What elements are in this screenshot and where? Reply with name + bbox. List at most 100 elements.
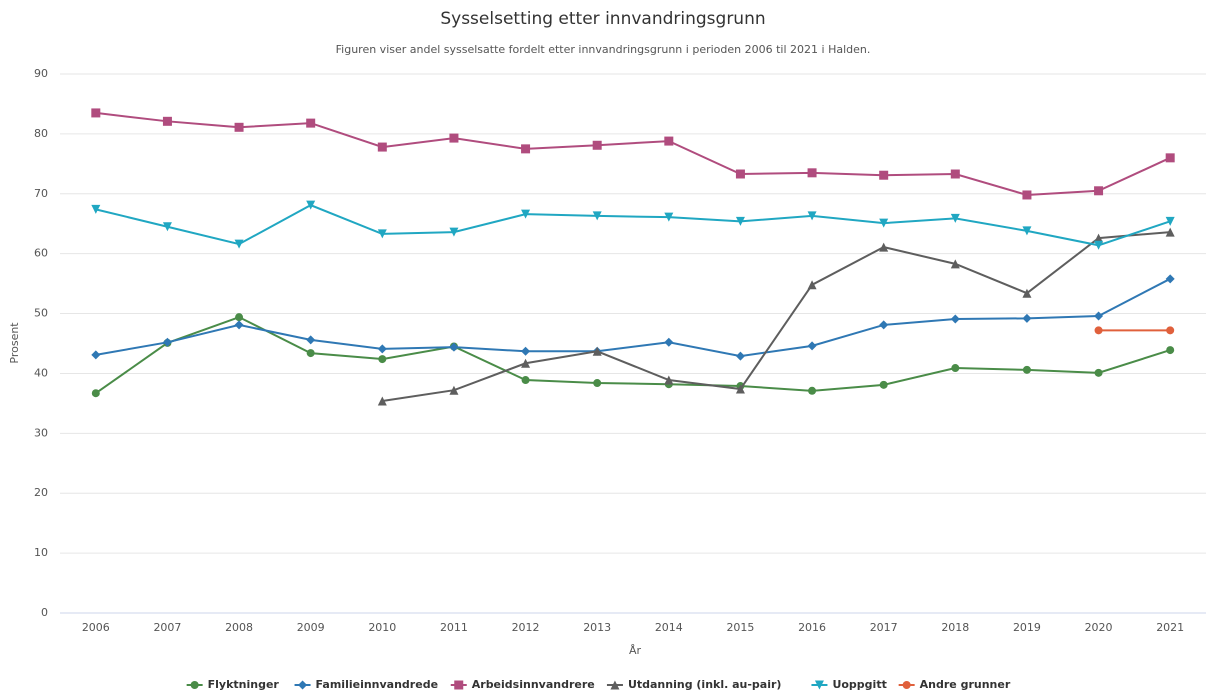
- marker: [735, 384, 745, 394]
- legend-marker: [814, 680, 824, 690]
- marker: [91, 204, 101, 214]
- line: [382, 231, 1171, 402]
- series: [91, 108, 1175, 200]
- x-tick-label: 2015: [726, 621, 754, 634]
- marker: [306, 200, 316, 210]
- marker: [879, 218, 889, 228]
- series: [91, 200, 1175, 250]
- x-tick-label: 2017: [870, 621, 898, 634]
- marker: [449, 342, 459, 352]
- marker: [664, 337, 674, 347]
- legend-marker: [610, 680, 620, 690]
- marker: [306, 118, 316, 128]
- marker: [1166, 346, 1175, 355]
- marker: [377, 396, 387, 406]
- marker: [1094, 326, 1103, 335]
- marker: [377, 229, 387, 239]
- marker: [879, 380, 888, 389]
- marker: [879, 242, 889, 252]
- legend-label: Flyktninger: [208, 678, 280, 691]
- x-tick-label: 2008: [225, 621, 253, 634]
- legend-marker: [298, 680, 308, 690]
- series: [91, 313, 1175, 398]
- marker: [807, 168, 817, 178]
- legend-marker: [190, 681, 199, 689]
- x-tick-label: 2014: [655, 621, 683, 634]
- marker: [449, 227, 459, 237]
- x-axis-label: År: [629, 644, 642, 657]
- marker: [807, 211, 817, 221]
- marker: [1165, 274, 1175, 284]
- marker: [162, 116, 172, 126]
- x-tick-label: 2011: [440, 621, 468, 634]
- marker: [1165, 216, 1175, 226]
- y-tick-label: 40: [34, 366, 48, 379]
- marker: [951, 364, 960, 373]
- marker: [950, 213, 960, 223]
- marker: [162, 222, 172, 232]
- marker: [592, 140, 602, 150]
- marker: [735, 351, 745, 361]
- marker: [592, 211, 602, 221]
- marker: [521, 376, 530, 385]
- x-tick-label: 2016: [798, 621, 826, 634]
- marker: [1022, 226, 1032, 236]
- marker: [1094, 240, 1104, 250]
- line: [95, 111, 1171, 196]
- marker: [664, 136, 674, 146]
- marker: [521, 346, 531, 356]
- marker: [808, 386, 817, 395]
- line: [95, 204, 1171, 247]
- y-tick-label: 10: [34, 546, 48, 559]
- legend-label: Uoppgitt: [832, 678, 886, 691]
- marker: [449, 133, 459, 143]
- chart-subtitle: Figuren viser andel sysselsatte fordelt …: [336, 43, 871, 56]
- y-tick-label: 70: [34, 187, 48, 200]
- legend-label: Familieinnvandrede: [316, 678, 438, 691]
- line: [95, 277, 1171, 358]
- marker: [1022, 365, 1031, 374]
- marker: [521, 144, 531, 154]
- y-tick-label: 80: [34, 127, 48, 140]
- marker: [449, 385, 459, 395]
- marker: [306, 349, 315, 358]
- marker: [1022, 313, 1032, 323]
- marker: [950, 314, 960, 324]
- marker: [91, 389, 100, 398]
- x-tick-label: 2010: [368, 621, 396, 634]
- marker: [950, 169, 960, 179]
- x-tick-label: 2007: [153, 621, 181, 634]
- legend-marker: [902, 681, 911, 689]
- marker: [91, 108, 101, 118]
- marker: [735, 169, 745, 179]
- marker: [234, 320, 244, 330]
- legend-label: Andre grunner: [920, 678, 1011, 691]
- x-tick-label: 2021: [1156, 621, 1184, 634]
- x-tick-label: 2012: [512, 621, 540, 634]
- x-tick-label: 2006: [82, 621, 110, 634]
- marker: [234, 122, 244, 132]
- legend-label: Utdanning (inkl. au-pair): [628, 678, 782, 691]
- x-tick-label: 2020: [1085, 621, 1113, 634]
- marker: [1094, 368, 1103, 377]
- y-tick-label: 50: [34, 307, 48, 320]
- marker: [306, 335, 316, 345]
- marker: [162, 337, 172, 347]
- marker: [664, 212, 674, 222]
- marker: [521, 358, 531, 368]
- x-tick-label: 2019: [1013, 621, 1041, 634]
- marker: [1094, 311, 1104, 321]
- legend-label: Arbeidsinnvandrere: [472, 678, 595, 691]
- series: [1094, 326, 1175, 335]
- marker: [378, 355, 387, 364]
- marker: [807, 341, 817, 351]
- marker: [521, 209, 531, 219]
- y-axis-label: Prosent: [8, 322, 21, 364]
- marker: [1165, 153, 1175, 163]
- y-tick-label: 60: [34, 247, 48, 260]
- marker: [593, 379, 602, 388]
- marker: [1166, 326, 1175, 335]
- y-tick-label: 0: [41, 606, 48, 619]
- y-tick-label: 90: [34, 67, 48, 80]
